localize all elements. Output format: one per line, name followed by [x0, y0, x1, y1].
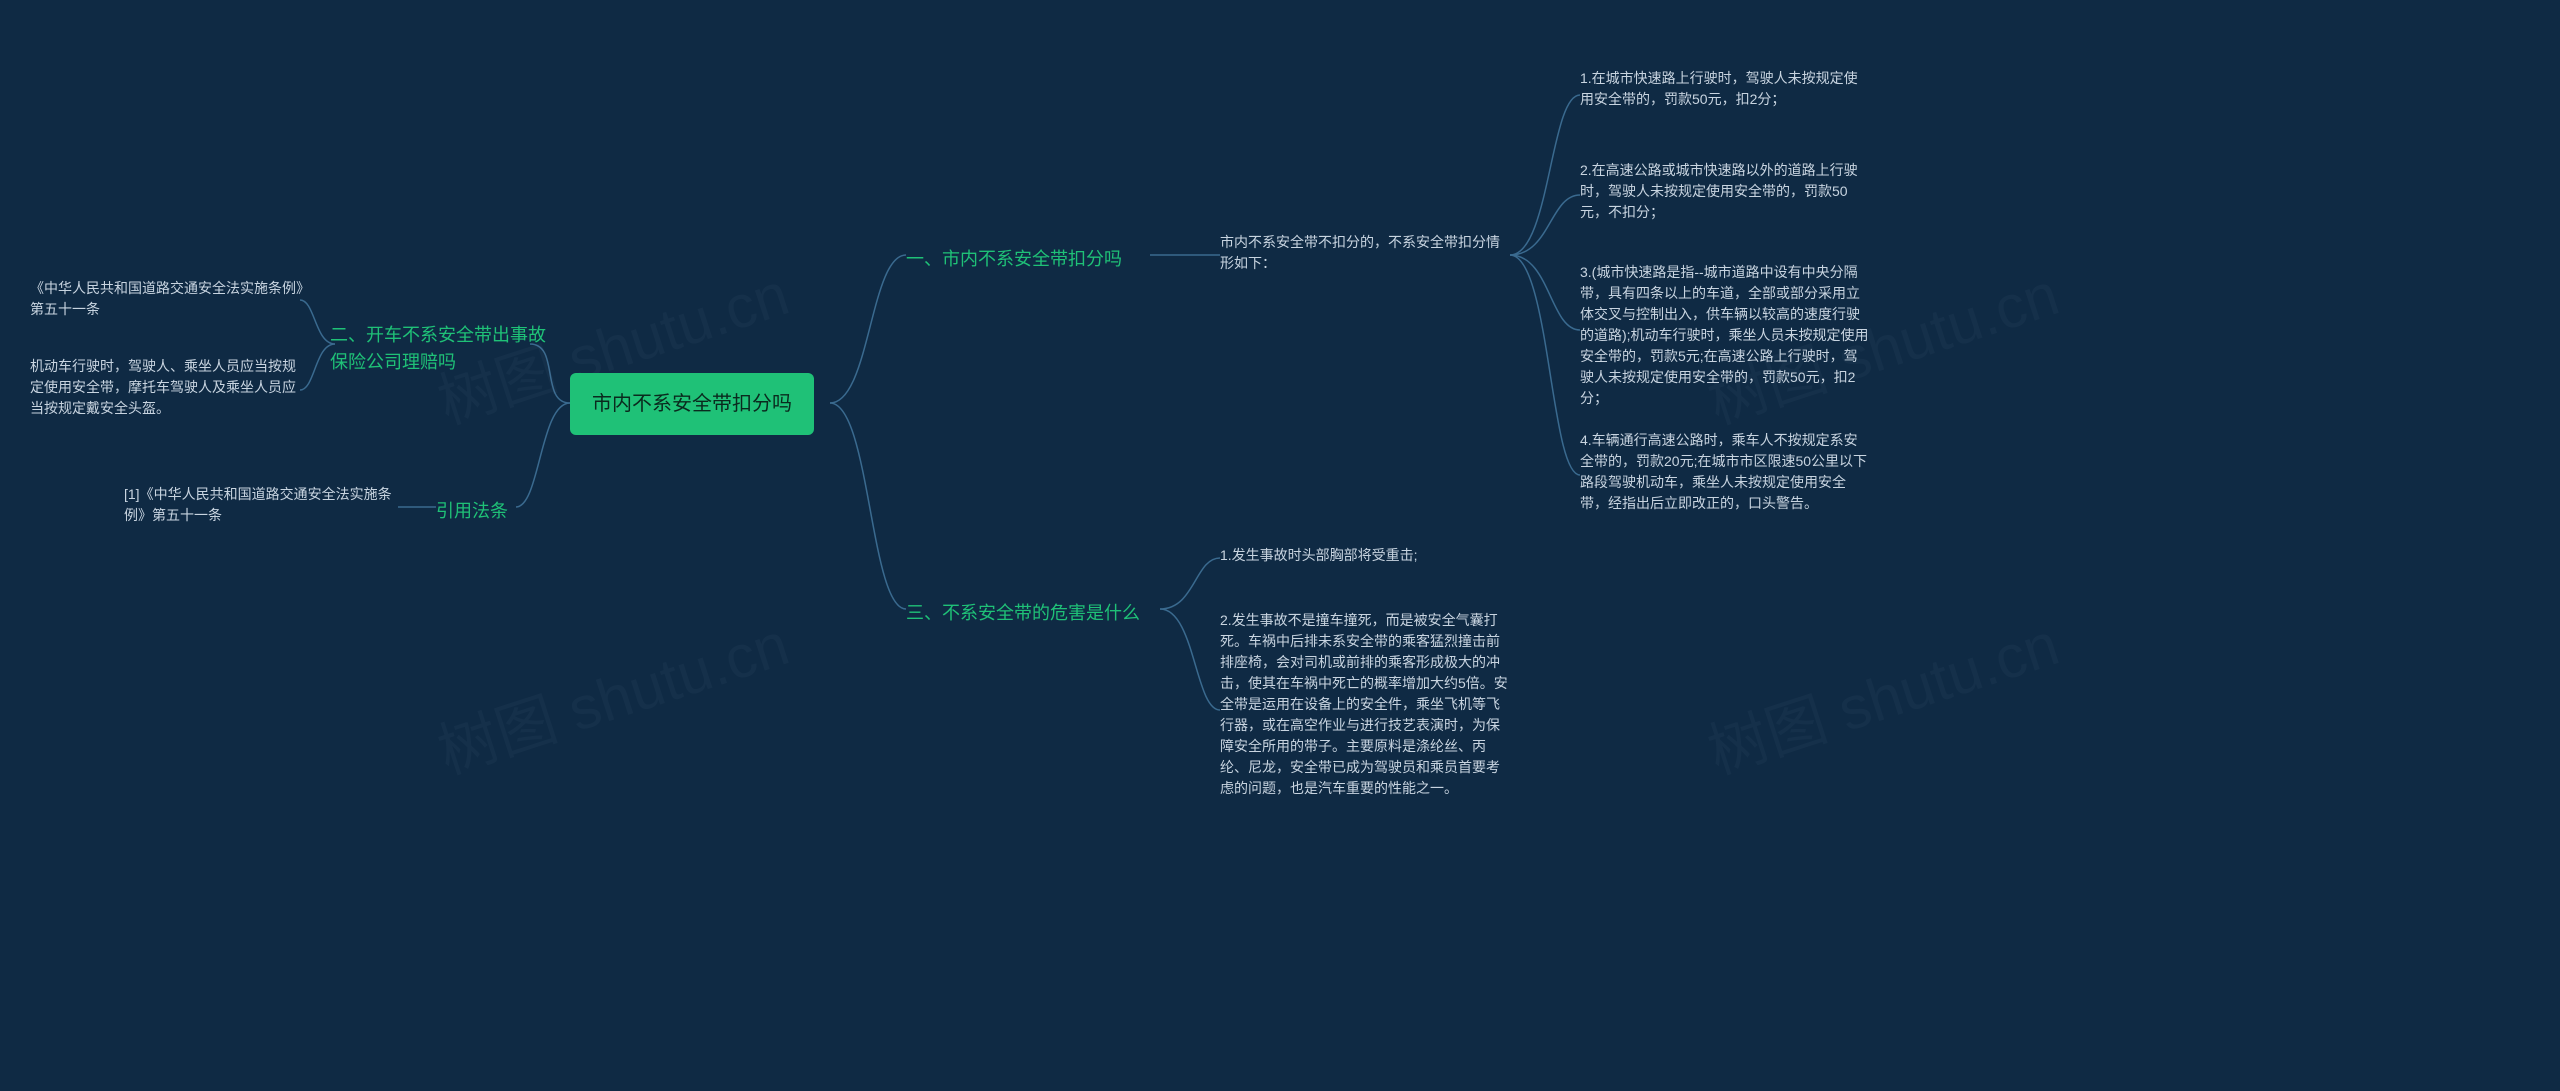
branch-1-subtitle: 市内不系安全带不扣分的，不系安全带扣分情形如下： — [1220, 232, 1500, 274]
branch-1-item-2: 2.在高速公路或城市快速路以外的道路上行驶时，驾驶人未按规定使用安全带的，罚款5… — [1580, 160, 1870, 223]
root-node[interactable]: 市内不系安全带扣分吗 — [570, 373, 814, 435]
branch-1-item-3: 3.(城市快速路是指--城市道路中设有中央分隔带，具有四条以上的车道，全部或部分… — [1580, 262, 1870, 409]
branch-2-title[interactable]: 二、开车不系安全带出事故保险公司理赔吗 — [330, 316, 560, 382]
branch-3-item-2: 2.发生事故不是撞车撞死，而是被安全气囊打死。车祸中后排未系安全带的乘客猛烈撞击… — [1220, 610, 1510, 799]
branch-4-title[interactable]: 引用法条 — [436, 492, 508, 531]
watermark: 树图 shutu.cn — [1695, 596, 2068, 791]
branch-4-item-1: [1]《中华人民共和国道路交通安全法实施条例》第五十一条 — [124, 484, 399, 526]
watermark: 树图 shutu.cn — [425, 596, 798, 791]
branch-1-item-1: 1.在城市快速路上行驶时，驾驶人未按规定使用安全带的，罚款50元，扣2分； — [1580, 68, 1870, 110]
branch-1-title[interactable]: 一、市内不系安全带扣分吗 — [906, 240, 1122, 279]
branch-3-title[interactable]: 三、不系安全带的危害是什么 — [906, 594, 1140, 633]
branch-2-item-1: 《中华人民共和国道路交通安全法实施条例》第五十一条 — [30, 278, 305, 320]
branch-3-item-1: 1.发生事故时头部胸部将受重击; — [1220, 545, 1418, 566]
branch-2-item-2: 机动车行驶时，驾驶人、乘坐人员应当按规定使用安全带，摩托车驾驶人及乘坐人员应当按… — [30, 356, 305, 419]
branch-1-item-4: 4.车辆通行高速公路时，乘车人不按规定系安全带的，罚款20元;在城市市区限速50… — [1580, 430, 1870, 514]
